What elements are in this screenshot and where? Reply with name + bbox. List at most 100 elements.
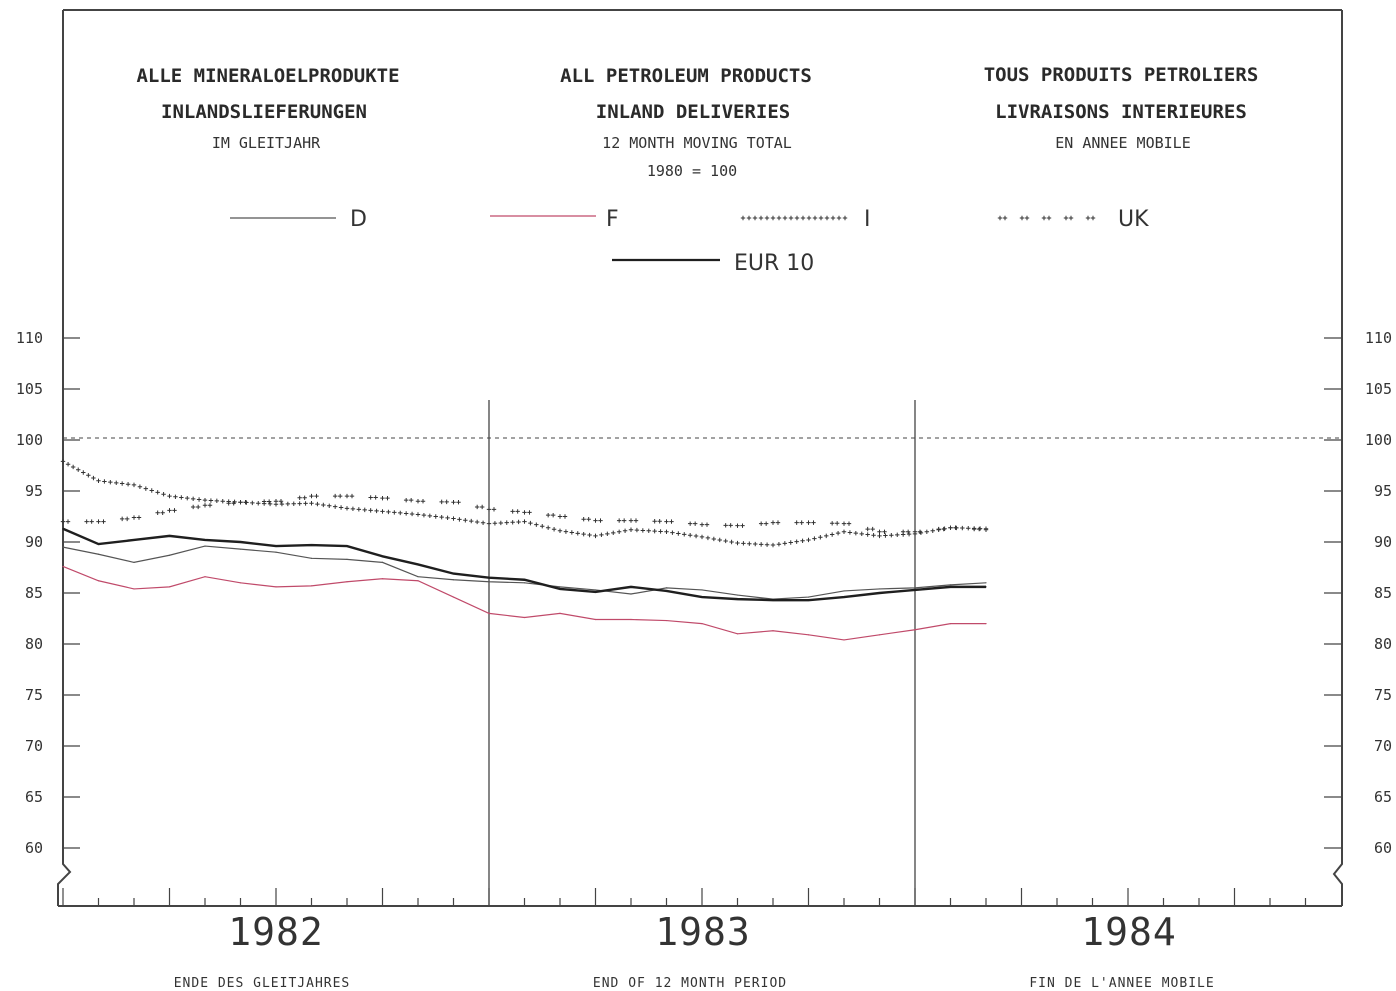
marker-uk — [155, 510, 160, 515]
marker-legend-i — [836, 215, 842, 221]
x-axis-label-fr: FIN DE L'ANNEE MOBILE — [1029, 976, 1214, 991]
legend-label-eur10: EUR 10 — [734, 251, 814, 276]
marker-i — [611, 530, 616, 536]
marker-uk — [60, 519, 66, 524]
marker-uk — [687, 521, 693, 526]
marker-uk — [408, 497, 414, 503]
marker-uk — [669, 519, 674, 524]
data-point-eur10 — [204, 539, 206, 541]
marker-i — [297, 501, 302, 506]
marker-uk — [515, 509, 520, 514]
y-tick-label-left: 75 — [25, 686, 43, 704]
data-series — [60, 459, 989, 641]
data-point-eur10 — [62, 528, 64, 530]
marker-uk — [877, 529, 882, 534]
marker-uk — [207, 503, 213, 508]
legend-marker-i — [740, 215, 848, 221]
data-point-eur10 — [985, 586, 987, 588]
marker-uk — [545, 512, 551, 518]
marker-uk — [976, 526, 982, 532]
marker-i — [492, 521, 498, 526]
marker-i — [403, 511, 409, 516]
marker-legend-i — [770, 215, 776, 221]
marker-i — [131, 482, 137, 488]
marker-i — [125, 482, 131, 487]
data-point-d — [97, 553, 100, 555]
marker-uk — [948, 525, 953, 530]
marker-i — [634, 527, 640, 533]
marker-i — [309, 501, 314, 506]
data-point-d — [346, 558, 348, 560]
marker-i — [865, 532, 870, 537]
title-block-fr: TOUS PRODUITS PETROLIERS LIVRAISONS INTE… — [984, 64, 1259, 152]
data-point-eur10 — [275, 545, 277, 547]
series-d — [62, 545, 987, 600]
marker-uk — [882, 529, 887, 534]
data-point-eur10 — [452, 573, 455, 575]
data-point-eur10 — [594, 591, 597, 593]
marker-i — [593, 533, 598, 539]
marker-i — [800, 538, 805, 544]
marker-i — [883, 533, 888, 538]
marker-i — [202, 497, 208, 503]
marker-i — [829, 532, 835, 537]
marker-uk — [941, 526, 946, 532]
data-point-d — [914, 587, 916, 589]
marker-i — [812, 536, 817, 541]
y-tick-label-left: 90 — [25, 533, 43, 551]
marker-uk — [243, 500, 248, 505]
y-tick-label-right: 90 — [1374, 533, 1392, 551]
marker-i — [439, 514, 444, 520]
data-point-f — [204, 576, 206, 578]
marker-i — [682, 532, 687, 537]
y-tick-label-left: 100 — [16, 431, 43, 449]
marker-uk — [557, 514, 563, 519]
marker-legend-i — [818, 215, 824, 221]
marker-legend-i — [752, 215, 758, 221]
title-fr-line1: TOUS PRODUITS PETROLIERS — [984, 64, 1259, 86]
data-point-d — [275, 551, 277, 553]
data-point-d — [133, 561, 135, 564]
marker-legend-uk — [1041, 215, 1047, 221]
data-point-f — [62, 565, 64, 568]
marker-uk — [266, 499, 272, 504]
marker-i — [173, 494, 178, 499]
marker-legend-uk — [1090, 215, 1096, 221]
marker-i — [445, 515, 450, 521]
marker-uk — [136, 515, 142, 520]
x-axis-ticks — [62, 888, 1307, 906]
marker-uk — [172, 508, 177, 513]
data-point-eur10 — [772, 599, 774, 601]
marker-i — [741, 541, 746, 546]
title-de-line2: INLANDSLIEFERUNGEN — [161, 101, 367, 123]
marker-i — [575, 531, 580, 536]
data-point-eur10 — [488, 577, 490, 579]
marker-uk — [456, 500, 461, 505]
data-point-d — [310, 557, 313, 559]
marker-i — [966, 526, 971, 531]
marker-uk — [84, 519, 89, 524]
marker-i — [374, 508, 379, 514]
marker-uk — [652, 519, 657, 524]
marker-legend-uk — [1068, 215, 1074, 221]
marker-i — [86, 473, 91, 478]
marker-i — [149, 488, 154, 493]
data-point-eur10 — [736, 598, 739, 600]
title-fr-line3: EN ANNEE MOBILE — [1055, 134, 1190, 152]
marker-legend-i — [776, 215, 782, 221]
marker-uk — [936, 526, 941, 532]
data-point-f — [772, 630, 774, 632]
marker-uk — [89, 519, 94, 524]
data-point-d — [949, 584, 952, 586]
data-point-f — [665, 619, 668, 622]
data-point-eur10 — [665, 590, 668, 592]
marker-uk — [811, 520, 816, 525]
marker-uk — [692, 521, 698, 526]
data-point-eur10 — [807, 599, 810, 601]
data-point-d — [630, 593, 632, 595]
marker-uk — [160, 510, 165, 515]
marker-i — [303, 501, 308, 506]
data-point-d — [417, 576, 419, 578]
marker-uk — [657, 519, 662, 524]
marker-i — [889, 533, 894, 538]
